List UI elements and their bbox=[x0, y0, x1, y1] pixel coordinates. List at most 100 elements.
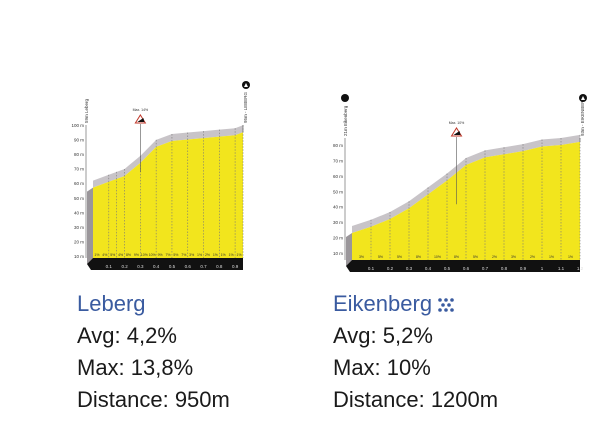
x-tick-label: 0.1 bbox=[368, 266, 375, 271]
y-tick-label: 40 m bbox=[333, 205, 343, 210]
gradient-label: 8% bbox=[126, 253, 131, 257]
profile-side bbox=[87, 187, 93, 264]
y-tick-label: 50 m bbox=[74, 196, 84, 201]
gradient-label: 8% bbox=[416, 255, 421, 259]
profile-side bbox=[346, 232, 352, 266]
climb-max: Max: 10% bbox=[333, 355, 431, 380]
x-tick-label: 0.5 bbox=[444, 266, 451, 271]
gradient-label: 9% bbox=[158, 253, 163, 257]
x-tick-label: 0.6 bbox=[463, 266, 470, 271]
max-gradient-label: Max. 14% bbox=[133, 108, 149, 112]
gradient-label: 1% bbox=[221, 253, 226, 257]
gradient-label: 3% bbox=[511, 255, 516, 259]
x-tick-label: 0.6 bbox=[185, 264, 192, 269]
climb-avg: Avg: 4,2% bbox=[77, 323, 177, 348]
gradient-label: 5% bbox=[110, 253, 115, 257]
climb-max: Max: 13,8% bbox=[77, 355, 194, 380]
y-tick-label: 20 m bbox=[74, 239, 84, 244]
climb-distance: Distance: 950m bbox=[77, 387, 230, 412]
end-elevation-label: 95m - LEBERG bbox=[243, 91, 248, 123]
end-elevation-label: 93m - EIKENBERG bbox=[580, 96, 585, 136]
gradient-label: 5% bbox=[378, 255, 383, 259]
y-tick-label: 50 m bbox=[333, 189, 343, 194]
gradient-label: 7% bbox=[181, 253, 186, 257]
gradient-label: 2% bbox=[492, 255, 497, 259]
distance-band bbox=[346, 260, 580, 272]
x-tick-label: 1.1 bbox=[558, 266, 565, 271]
gradient-label: 1% bbox=[213, 253, 218, 257]
gradient-label: 7% bbox=[165, 253, 170, 257]
start-elevation-label: 59m Leberg bbox=[84, 98, 89, 123]
x-tick-label: 0.2 bbox=[121, 264, 128, 269]
gradient-label: 1% bbox=[94, 253, 99, 257]
x-tick-label: 0.9 bbox=[520, 266, 527, 271]
x-tick-label: 1 bbox=[541, 266, 544, 271]
x-tick-label: 0.7 bbox=[482, 266, 489, 271]
cobblestone-icon bbox=[438, 298, 454, 312]
y-tick-label: 20 m bbox=[333, 236, 343, 241]
x-tick-label: 0.3 bbox=[137, 264, 144, 269]
gradient-label: 4% bbox=[118, 253, 123, 257]
y-tick-label: 30 m bbox=[333, 220, 343, 225]
x-tick-label: 0.1 bbox=[106, 264, 113, 269]
finish-icon-mark bbox=[244, 83, 248, 87]
y-tick-label: 90 m bbox=[74, 138, 84, 143]
start-icon bbox=[341, 94, 349, 102]
gradient-label: 1% bbox=[237, 253, 242, 257]
y-tick-label: 80 m bbox=[333, 143, 343, 148]
y-tick-label: 40 m bbox=[74, 210, 84, 215]
gradient-label: 1% bbox=[197, 253, 202, 257]
leberg-info: Leberg Avg: 4,2% Max: 13,8% Distance: 95… bbox=[77, 288, 230, 416]
profile-road-band bbox=[352, 134, 580, 233]
x-tick-label: 0.3 bbox=[406, 266, 413, 271]
x-tick-label: 0.9 bbox=[232, 264, 239, 269]
x-tick-label: 0.5 bbox=[169, 264, 176, 269]
climb-name: Leberg bbox=[77, 291, 146, 316]
gradient-label: 5% bbox=[473, 255, 478, 259]
y-tick-label: 80 m bbox=[74, 152, 84, 157]
y-tick-label: 70 m bbox=[74, 167, 84, 172]
distance-band bbox=[87, 258, 243, 270]
max-gradient-icon-slope bbox=[453, 131, 461, 135]
y-tick-label: 60 m bbox=[74, 181, 84, 186]
gradient-label: 10% bbox=[141, 253, 148, 257]
x-tick-label: 0.4 bbox=[425, 266, 432, 271]
y-tick-label: 10 m bbox=[333, 251, 343, 256]
gradient-label: 1% bbox=[549, 255, 554, 259]
max-gradient-label: Max. 10% bbox=[449, 121, 465, 125]
x-tick-label: 0.2 bbox=[387, 266, 394, 271]
finish-icon-mark bbox=[581, 96, 585, 100]
gradient-label: 8% bbox=[454, 255, 459, 259]
gradient-label: 9% bbox=[134, 253, 139, 257]
gradient-label: 5% bbox=[173, 253, 178, 257]
gradient-label: 2% bbox=[205, 253, 210, 257]
gradient-label: 4% bbox=[102, 253, 107, 257]
gradient-label: 10% bbox=[434, 255, 441, 259]
x-tick-label: 0.4 bbox=[153, 264, 160, 269]
x-tick-label: 1.2 bbox=[577, 266, 584, 271]
climb-name: Eikenberg bbox=[333, 291, 433, 316]
y-tick-label: 70 m bbox=[333, 158, 343, 163]
gradient-label: 1% bbox=[568, 255, 573, 259]
profile-road-band bbox=[93, 125, 243, 188]
gradient-label: 2% bbox=[530, 255, 535, 259]
profile-area bbox=[93, 132, 243, 258]
gradient-label: 3% bbox=[189, 253, 194, 257]
climb-avg: Avg: 5,2% bbox=[333, 323, 433, 348]
x-tick-label: 0.8 bbox=[501, 266, 508, 271]
gradient-label: 10% bbox=[149, 253, 156, 257]
eikenberg-info: Eikenberg Avg: 5,2% Max: 10% Distance: 1… bbox=[333, 288, 498, 416]
gradient-label: 5% bbox=[397, 255, 402, 259]
max-gradient-icon-slope bbox=[137, 118, 145, 122]
x-tick-label: 0.7 bbox=[200, 264, 207, 269]
gradient-label: 1% bbox=[229, 253, 234, 257]
climb-distance: Distance: 1200m bbox=[333, 387, 499, 412]
y-tick-label: 100 m bbox=[71, 123, 84, 128]
gradient-label: 3% bbox=[359, 255, 364, 259]
climb-name-row: Eikenberg bbox=[333, 288, 498, 320]
y-tick-label: 30 m bbox=[74, 225, 84, 230]
start-elevation-label: 21m Eikenberg bbox=[343, 105, 348, 136]
x-tick-label: 0.8 bbox=[216, 264, 223, 269]
